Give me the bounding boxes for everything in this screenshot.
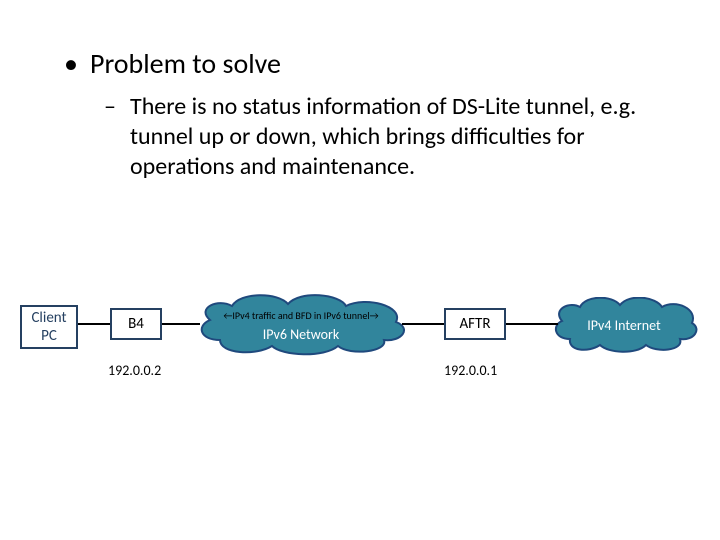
connector [78, 323, 110, 325]
network-diagram: ClientPC B4 ←IPv4 traffic and BFD in IPv… [0, 290, 720, 450]
client-pc-box: ClientPC [20, 305, 78, 349]
aftr-box: AFTR [444, 308, 506, 340]
ipv6-cloud: ←IPv4 traffic and BFD in IPv6 tunnel→ IP… [190, 294, 412, 356]
ip-aftr: 192.0.0.1 [444, 362, 497, 379]
ipv6-cloud-shape [202, 295, 404, 354]
b4-label: B4 [128, 315, 144, 333]
b4-box: B4 [110, 308, 162, 340]
ipv4-cloud: IPv4 Internet [548, 297, 700, 353]
tunnel-text: ←IPv4 traffic and BFD in IPv6 tunnel→ [190, 309, 412, 322]
aftr-label: AFTR [459, 315, 490, 333]
bullet-level-1: Problem to solve [90, 46, 281, 81]
connector [162, 323, 200, 325]
connector [402, 323, 444, 325]
ipv4-label: IPv4 Internet [548, 317, 700, 334]
ipv6-label: IPv6 Network [190, 326, 412, 343]
ip-b4: 192.0.0.2 [108, 362, 161, 379]
client-pc-label: ClientPC [31, 309, 66, 345]
bullet-level-2: There is no status information of DS-Lit… [130, 92, 670, 182]
connector [506, 323, 558, 325]
